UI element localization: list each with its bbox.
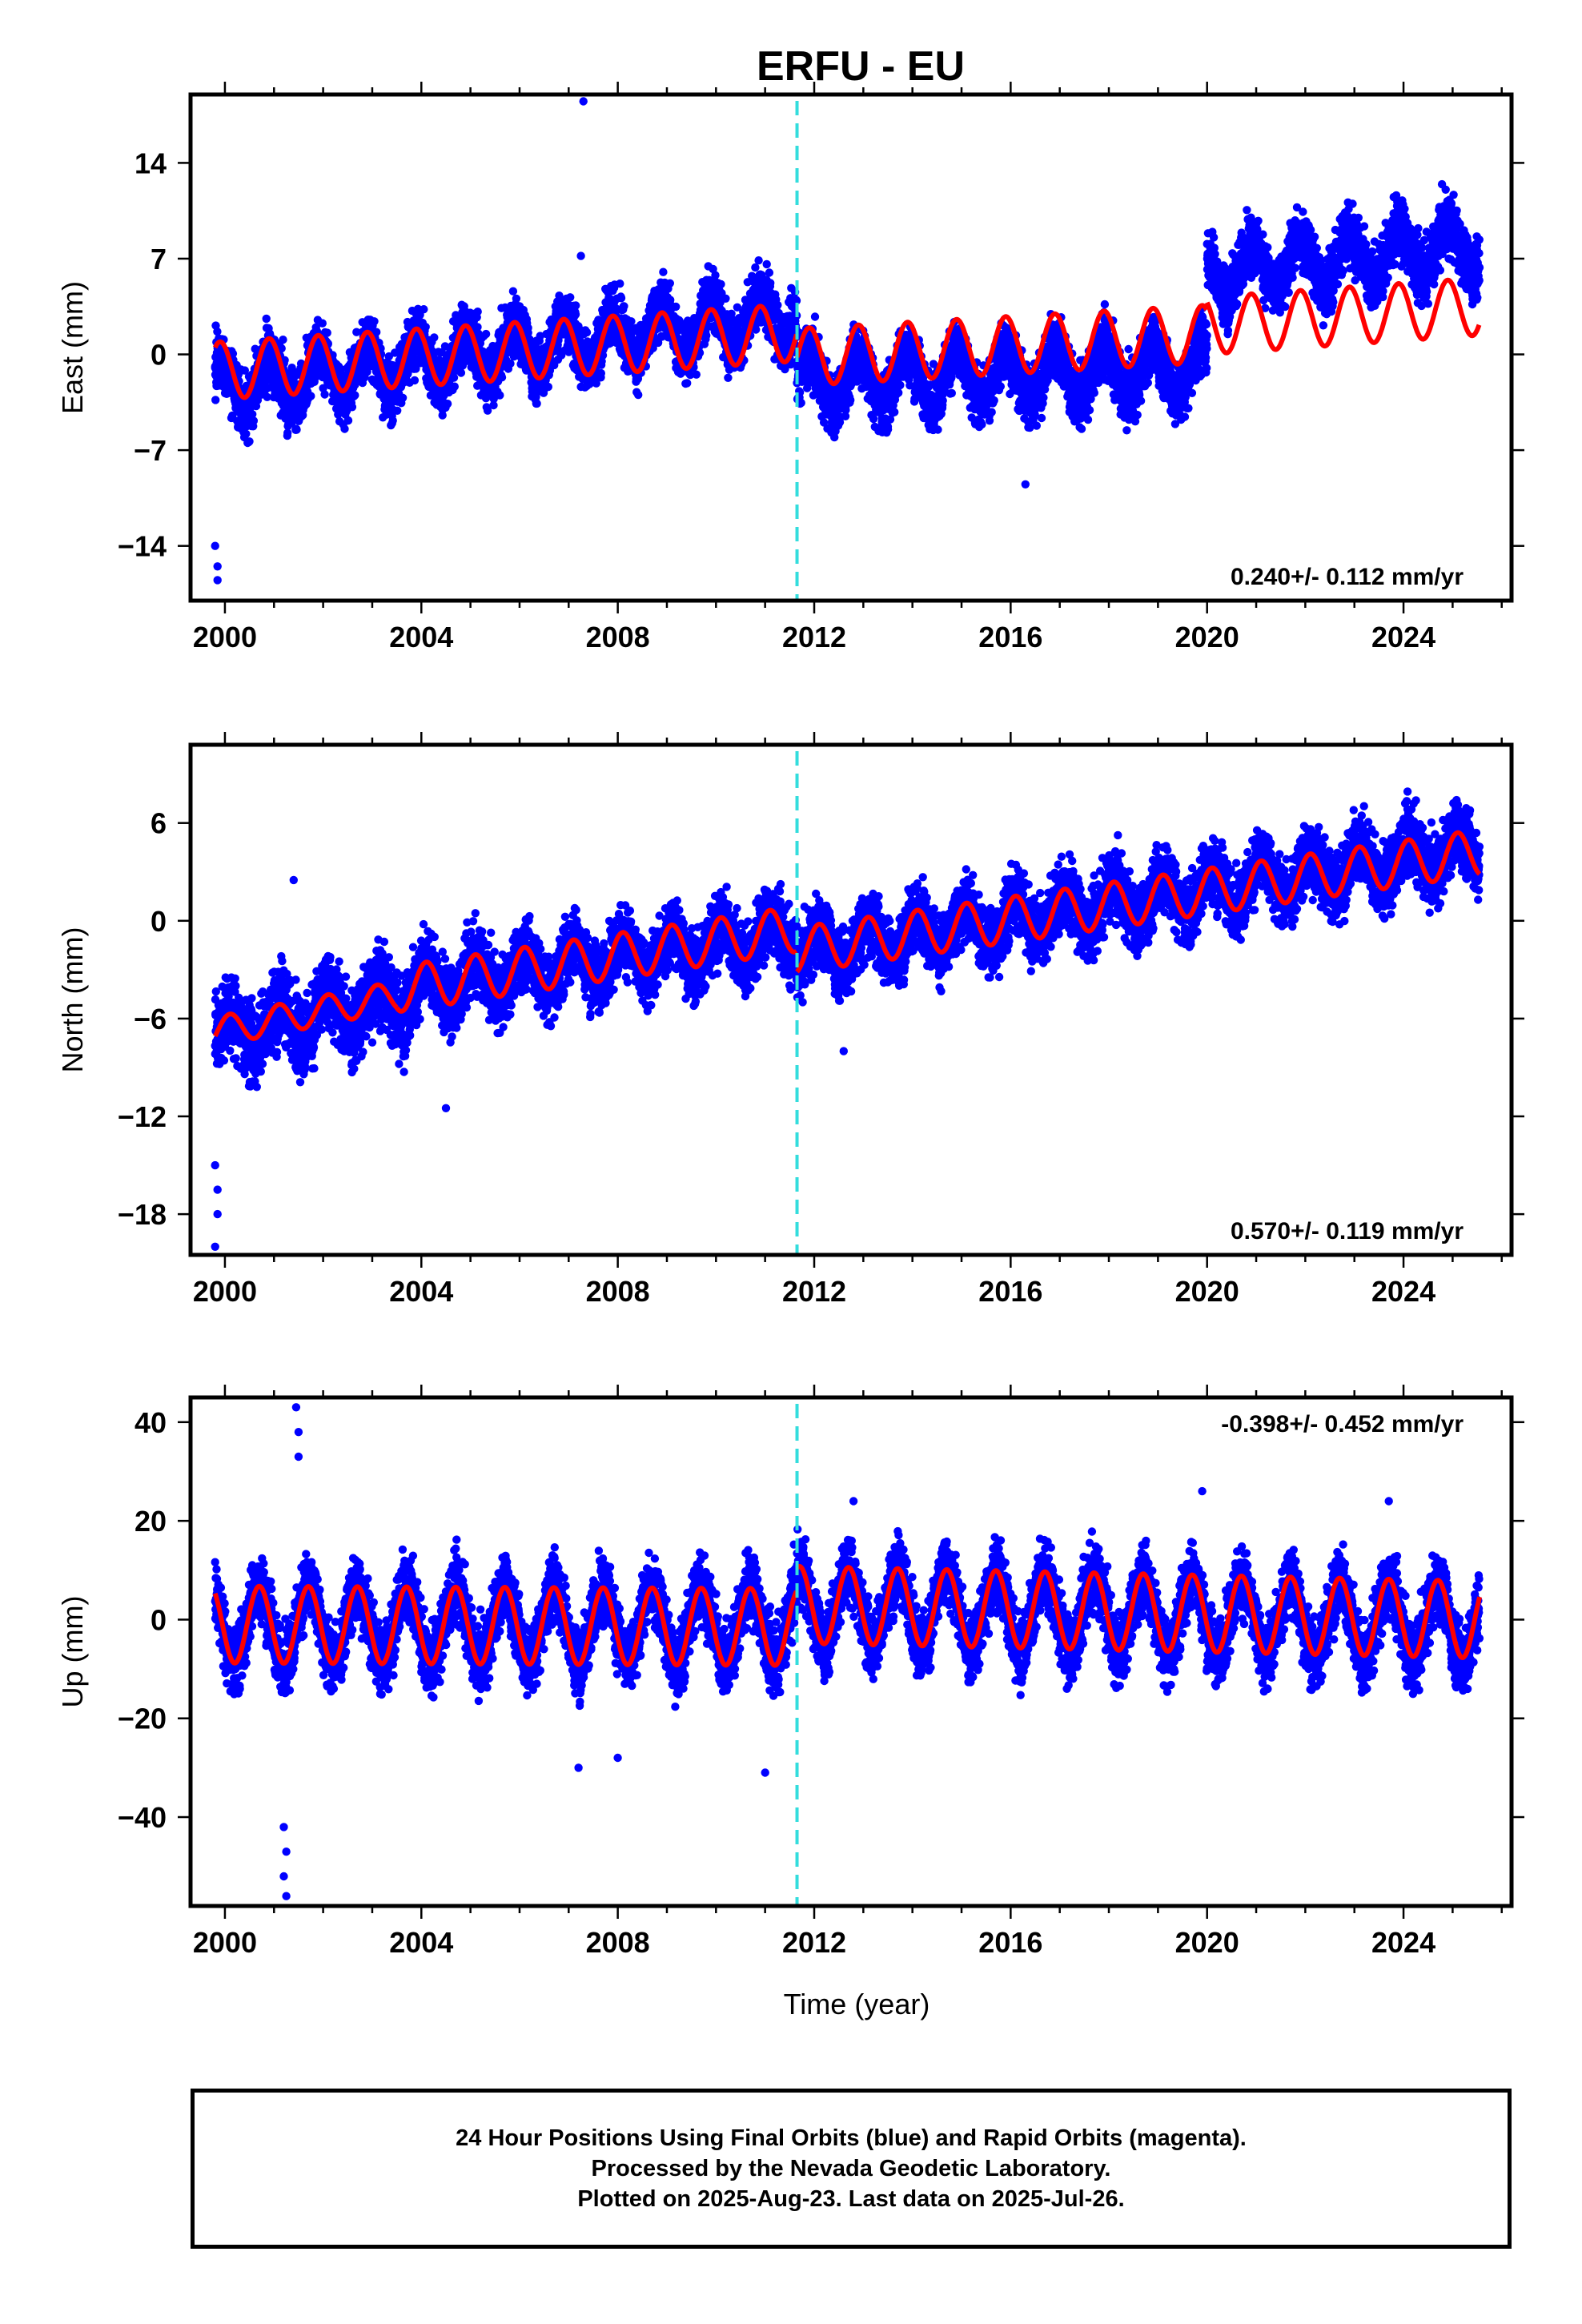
- data-point: [672, 302, 681, 312]
- data-point: [717, 279, 725, 289]
- data-point: [702, 331, 711, 340]
- data-point: [347, 403, 357, 412]
- data-point: [692, 370, 701, 379]
- data-point: [773, 300, 782, 310]
- data-point: [512, 294, 521, 304]
- data-point: [307, 392, 315, 400]
- data-point: [616, 294, 626, 303]
- data-point: [279, 336, 287, 344]
- data-point: [532, 399, 541, 408]
- data-point: [340, 424, 349, 433]
- data-point: [721, 294, 730, 303]
- data-point: [481, 329, 491, 339]
- data-point: [473, 308, 482, 316]
- data-point: [938, 396, 947, 405]
- data-point: [934, 425, 942, 434]
- data-point: [449, 373, 459, 382]
- data-point: [508, 287, 518, 296]
- data-point: [393, 406, 402, 415]
- data-point: [620, 302, 628, 311]
- data-point: [883, 425, 893, 434]
- data-point: [240, 366, 249, 375]
- data-point: [262, 314, 271, 324]
- data-point: [351, 391, 359, 400]
- data-point: [506, 359, 515, 368]
- data-point: [420, 305, 428, 314]
- data-point: [249, 416, 259, 425]
- data-point: [497, 373, 507, 382]
- data-point: [228, 411, 237, 420]
- data-point: [754, 256, 763, 265]
- data-point: [410, 376, 420, 385]
- data-point: [228, 349, 238, 358]
- data-point: [211, 396, 220, 404]
- data-point: [421, 323, 430, 332]
- data-point: [841, 405, 850, 415]
- data-point: [320, 390, 329, 399]
- data-point: [456, 368, 466, 377]
- data-point: [292, 425, 301, 434]
- data-point: [894, 388, 903, 397]
- data-point: [213, 327, 222, 336]
- data-point: [242, 429, 251, 438]
- data-point: [277, 344, 286, 353]
- data-point: [430, 333, 439, 342]
- data-point: [947, 388, 957, 398]
- data-point: [251, 344, 259, 353]
- data-point: [582, 328, 592, 337]
- data-point: [896, 380, 905, 390]
- data-point: [388, 416, 397, 425]
- data-point: [398, 393, 408, 402]
- data-point: [323, 328, 331, 337]
- data-point: [596, 368, 605, 378]
- data-point: [762, 259, 771, 269]
- final-orbit-points: [211, 97, 1484, 585]
- panel-1: 2000 2004 2008 2012 2016 2020 20241470−7−14Eas…: [56, 82, 1524, 653]
- data-point: [544, 382, 552, 392]
- data-point: [370, 317, 379, 326]
- data-point: [724, 373, 733, 382]
- data-point: [572, 301, 580, 310]
- data-point: [683, 379, 692, 388]
- figure-title: ERFU - EU: [757, 43, 965, 90]
- data-point: [336, 364, 345, 374]
- plot-area: [211, 97, 1484, 585]
- data-point: [248, 410, 257, 419]
- data-point: [627, 317, 636, 326]
- data-point: [765, 268, 774, 277]
- data-point: [665, 279, 674, 287]
- data-point: [711, 271, 720, 279]
- data-point: [263, 392, 271, 401]
- data-point: [616, 279, 624, 288]
- data-point: [571, 310, 580, 319]
- data-point: [450, 382, 459, 391]
- data-point: [634, 390, 643, 400]
- data-point: [496, 391, 504, 400]
- data-point: [352, 328, 361, 336]
- data-point: [846, 396, 855, 404]
- data-point: [810, 312, 820, 321]
- data-point: [318, 319, 327, 328]
- data-point: [343, 416, 353, 425]
- data-point: [245, 437, 254, 446]
- data-point: [566, 293, 575, 302]
- data-point: [659, 267, 668, 276]
- data-point: [372, 328, 381, 336]
- data-point: [766, 279, 775, 287]
- data-point: [443, 400, 452, 408]
- data-point: [978, 420, 986, 429]
- data-point: [890, 408, 899, 416]
- data-point: [283, 428, 292, 437]
